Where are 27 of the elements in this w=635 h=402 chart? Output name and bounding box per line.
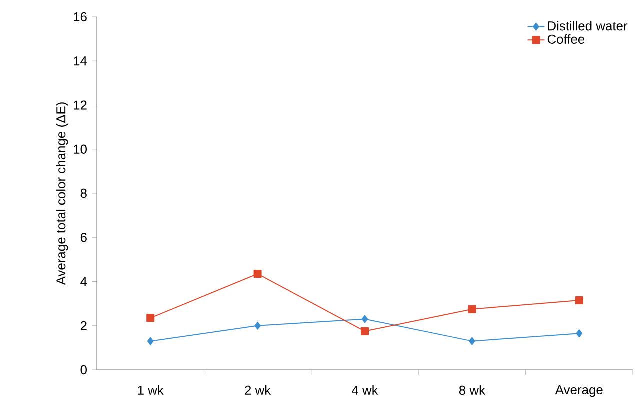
y-tick-label: 4 [80,277,88,286]
y-tick-label: 14 [74,56,88,66]
legend-label: Coffee [548,34,585,44]
y-tick-label: 0 [80,365,87,375]
point [254,322,261,330]
y-tick-label: 10 [74,144,87,154]
y-tick-label: 12 [74,100,87,110]
x-tick-label: 8 wk [459,386,486,396]
point [254,270,262,278]
point [468,305,476,314]
x-tick-label: 4 wk [352,386,378,395]
x-tick-label: 1 wk [138,386,164,395]
y-axis-title: Average total color change (ΔE) [56,102,68,286]
point [146,314,155,322]
point [361,327,370,336]
point [575,296,584,305]
y-tick-label: 2 [80,321,87,330]
point [362,315,368,324]
point [147,337,154,346]
point [576,330,583,338]
x-tick-label: 2 wk [245,386,272,395]
y-tick-label: 16 [74,12,87,22]
legend-label: Distilled water [548,21,628,31]
x-tick-label: Average [555,386,603,398]
point [469,337,476,346]
y-tick-label: 6 [80,233,87,242]
y-tick-label: 8 [80,188,87,198]
